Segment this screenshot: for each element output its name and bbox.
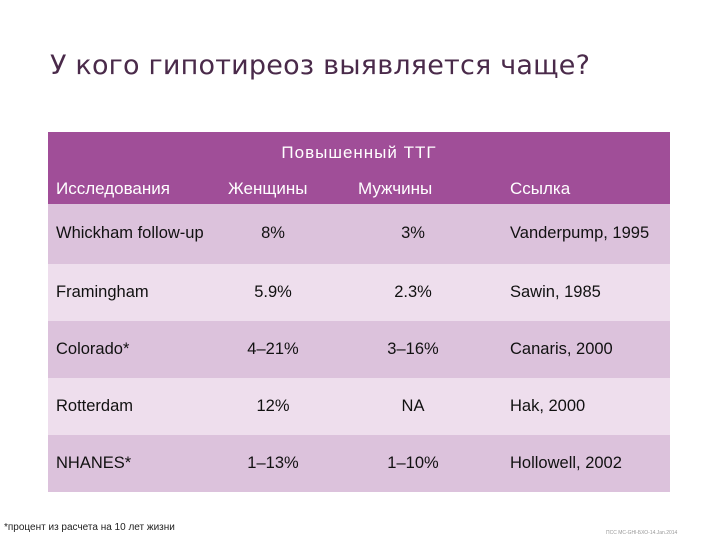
reference-cell: Hollowell, 2002 xyxy=(510,453,622,472)
women-cell: 5.9% xyxy=(254,282,292,301)
column-header-women: Женщины xyxy=(228,178,308,198)
study-cell: NHANES* xyxy=(56,453,132,472)
table-body: Whickham follow-up 8% 3% Vanderpump, 199… xyxy=(48,204,670,492)
study-cell: Rotterdam xyxy=(56,396,134,415)
reference-cell: Canaris, 2000 xyxy=(510,339,613,358)
table-row: Rotterdam 12% NA Hak, 2000 xyxy=(48,378,670,435)
slide-title: У кого гипотиреоз выявляется чаще? xyxy=(50,50,591,81)
table-row: Whickham follow-up 8% 3% Vanderpump, 199… xyxy=(48,204,670,264)
women-cell: 1–13% xyxy=(247,453,299,472)
reference-cell: Hak, 2000 xyxy=(510,396,586,415)
men-cell: 2.3% xyxy=(394,282,432,301)
men-cell: 3% xyxy=(401,224,425,243)
study-cell: Whickham follow-up xyxy=(56,224,204,243)
study-cell: Framingham xyxy=(56,282,149,301)
women-cell: 4–21% xyxy=(247,339,299,358)
table-row: Framingham 5.9% 2.3% Sawin, 1985 xyxy=(48,264,670,321)
footnote: *процент из расчета на 10 лет жизни xyxy=(4,522,175,533)
column-header-men: Мужчины xyxy=(358,178,433,198)
hypothyroidism-table: Повышенный ТТГ Исследования Женщины Мужч… xyxy=(48,132,670,492)
table-group-header: Повышенный ТТГ xyxy=(48,132,670,174)
reference-cell: Vanderpump, 1995 xyxy=(510,224,650,243)
women-cell: 12% xyxy=(256,396,290,415)
table-row: NHANES* 1–13% 1–10% Hollowell, 2002 xyxy=(48,435,670,492)
table-row: Colorado* 4–21% 3–16% Canaris, 2000 xyxy=(48,321,670,378)
men-cell: NA xyxy=(401,396,425,415)
men-cell: 1–10% xyxy=(387,453,439,472)
women-cell: 8% xyxy=(261,224,285,243)
study-cell: Colorado* xyxy=(56,339,130,358)
men-cell: 3–16% xyxy=(387,339,439,358)
column-header-reference: Ссылка xyxy=(510,178,571,198)
corner-code: ПСС МС-GНl-БХО-14.Jan.2014 xyxy=(606,530,678,536)
column-header-studies: Исследования xyxy=(56,178,170,198)
reference-cell: Sawin, 1985 xyxy=(510,282,601,301)
table-header-row: Исследования Женщины Мужчины Ссылка xyxy=(48,174,670,204)
